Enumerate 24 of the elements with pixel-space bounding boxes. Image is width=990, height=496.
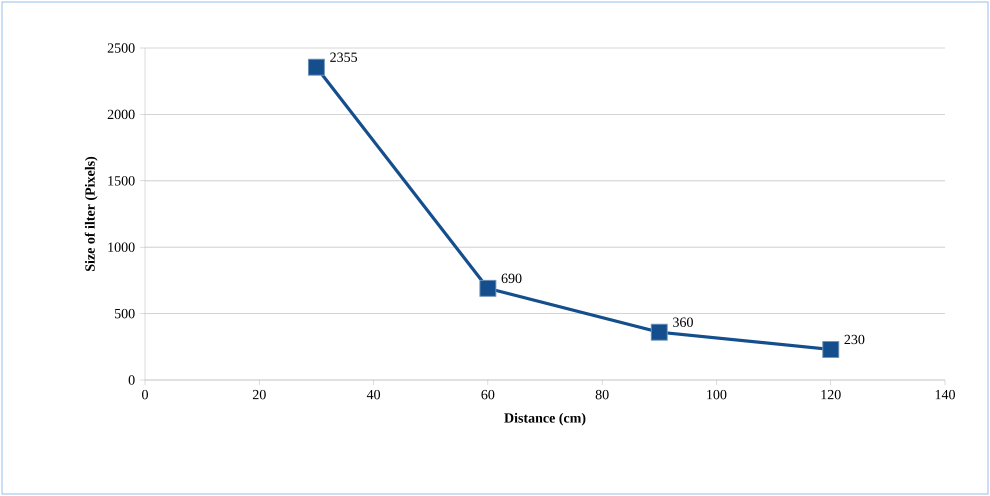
y-tick-label: 2500 bbox=[108, 43, 135, 53]
x-tick-label: 80 bbox=[596, 390, 609, 400]
x-tick-label: 0 bbox=[142, 390, 148, 400]
x-axis-title: Distance (cm) bbox=[504, 412, 586, 426]
y-tick-label: 500 bbox=[114, 308, 135, 318]
x-tick-label: 20 bbox=[252, 390, 266, 400]
y-tick-label: 1000 bbox=[108, 242, 135, 252]
data-label: 690 bbox=[502, 274, 522, 284]
y-tick-label: 2000 bbox=[108, 110, 135, 120]
y-axis-title: Size of ilter (Pixels) bbox=[84, 156, 98, 271]
y-tick-label: 0 bbox=[128, 375, 135, 385]
point bbox=[822, 340, 840, 358]
data-label: 2355 bbox=[330, 52, 358, 62]
point bbox=[308, 58, 325, 76]
data-label: 360 bbox=[673, 317, 693, 327]
point bbox=[479, 280, 496, 297]
x-tick-label: 100 bbox=[707, 390, 726, 400]
x-tick-label: 140 bbox=[936, 390, 955, 400]
x-tick-label: 120 bbox=[821, 390, 841, 400]
y-tick-label: 1500 bbox=[108, 176, 135, 186]
data-label: 230 bbox=[844, 334, 864, 344]
x-tick-label: 40 bbox=[366, 390, 380, 400]
x-tick-label: 60 bbox=[481, 390, 494, 400]
point bbox=[650, 324, 668, 341]
